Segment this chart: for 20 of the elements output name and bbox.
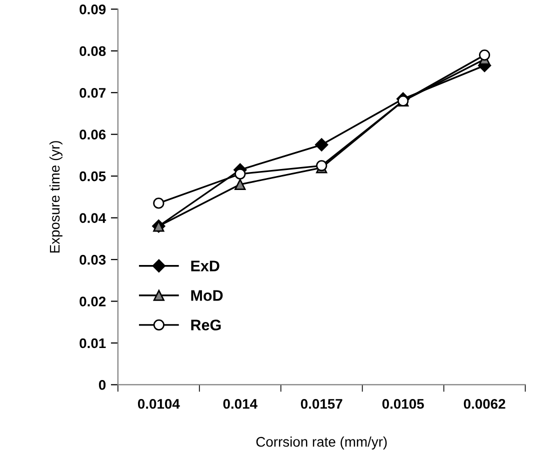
x-tick-label: 0.0105 <box>382 398 424 409</box>
x-axis-title: Corrsion rate (mm/yr) <box>256 436 387 450</box>
y-tick-label: 0.06 <box>80 130 106 140</box>
x-tick-label: 0.0157 <box>300 398 342 409</box>
y-tick-label: 0 <box>98 380 106 390</box>
y-tick-label: 0.03 <box>80 254 106 265</box>
y-tick-label: 0.01 <box>80 338 106 348</box>
y-tick-label: 0.02 <box>80 296 106 306</box>
y-tick-label: 0.04 <box>80 213 106 223</box>
y-tick-label: 0.09 <box>80 4 106 14</box>
y-tick-label: 0.05 <box>80 171 106 182</box>
legend-label: MoD <box>191 290 223 301</box>
y-axis-title: Exposure time (yr) <box>49 141 62 253</box>
x-tick-label: 0.014 <box>223 398 258 409</box>
legend-label: ReG <box>191 320 221 330</box>
y-tick-label: 0.08 <box>80 46 106 56</box>
legend-label: ExD <box>191 260 220 272</box>
x-tick-label: 0.0104 <box>138 398 180 409</box>
y-tick-label: 0.07 <box>80 88 106 98</box>
x-tick-label: 0.0062 <box>464 398 506 409</box>
